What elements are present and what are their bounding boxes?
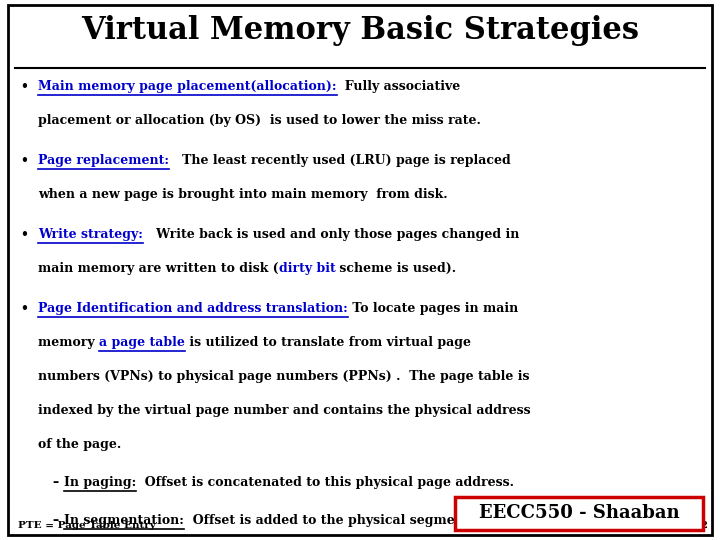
Text: •: • xyxy=(20,302,28,315)
Text: scheme is used).: scheme is used). xyxy=(336,262,456,275)
Text: To locate pages in main: To locate pages in main xyxy=(348,302,518,315)
Text: #35  Lec # 9  Winter 2011  2-16-2012: #35 Lec # 9 Winter 2011 2-16-2012 xyxy=(517,521,708,530)
Text: PTE = Page Table Entry: PTE = Page Table Entry xyxy=(18,521,156,530)
Text: Page Identification and address translation:: Page Identification and address translat… xyxy=(38,302,348,315)
Text: placement or allocation (by OS)  is used to lower the miss rate.: placement or allocation (by OS) is used … xyxy=(38,114,481,127)
Text: memory: memory xyxy=(38,336,99,349)
Text: when a new page is brought into main memory  from disk.: when a new page is brought into main mem… xyxy=(38,188,448,201)
Text: dirty bit: dirty bit xyxy=(279,262,336,275)
Text: indexed by the virtual page number and contains the physical address: indexed by the virtual page number and c… xyxy=(38,404,531,417)
Text: is utilized to translate from virtual page: is utilized to translate from virtual pa… xyxy=(185,336,471,349)
Text: Fully associative: Fully associative xyxy=(336,80,461,93)
Text: of the page.: of the page. xyxy=(38,438,121,451)
Text: •: • xyxy=(20,154,28,167)
Text: Virtual Memory Basic Strategies: Virtual Memory Basic Strategies xyxy=(81,15,639,46)
Text: EECC550 - Shaaban: EECC550 - Shaaban xyxy=(479,504,679,523)
Text: Write back is used and only those pages changed in: Write back is used and only those pages … xyxy=(143,228,519,241)
Bar xyxy=(455,497,703,530)
Text: •: • xyxy=(20,80,28,93)
Text: –: – xyxy=(52,514,58,527)
Text: In segmentation:: In segmentation: xyxy=(64,514,184,527)
Text: Main memory page placement(allocation):: Main memory page placement(allocation): xyxy=(38,80,336,93)
Text: •: • xyxy=(20,228,28,241)
Text: numbers (VPNs) to physical page numbers (PPNs) .  The page table is: numbers (VPNs) to physical page numbers … xyxy=(38,370,529,383)
Text: In paging:: In paging: xyxy=(64,476,136,489)
Text: Offset is concatenated to this physical page address.: Offset is concatenated to this physical … xyxy=(136,476,514,489)
Text: Write strategy:: Write strategy: xyxy=(38,228,143,241)
Text: main memory are written to disk (: main memory are written to disk ( xyxy=(38,262,279,275)
Text: Page replacement:: Page replacement: xyxy=(38,154,169,167)
Text: a page table: a page table xyxy=(99,336,185,349)
Text: Offset is added to the physical segment address.: Offset is added to the physical segment … xyxy=(184,514,533,527)
Text: The least recently used (LRU) page is replaced: The least recently used (LRU) page is re… xyxy=(169,154,510,167)
Text: –: – xyxy=(52,476,58,489)
